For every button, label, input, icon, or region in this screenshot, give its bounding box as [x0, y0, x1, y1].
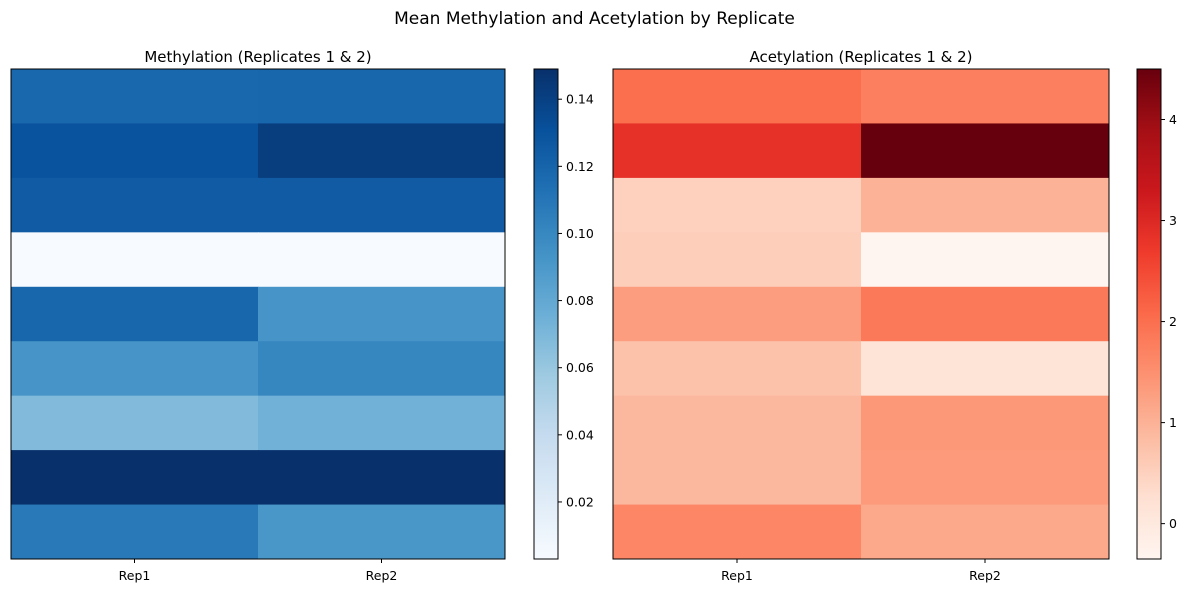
methylation-cell-r8-c1	[258, 504, 506, 560]
acetylation-colorbar-ticks: 0 1 2 3 4	[1161, 112, 1177, 531]
acetylation-cell-r2-c1	[861, 177, 1110, 233]
methylation-colorbar-tick-label: 0.08	[566, 293, 594, 308]
acetylation-panel: Acetylation (Replicates 1 & 2) Rep1 Rep2	[612, 48, 1110, 583]
acetylation-cell-r2-c0	[613, 177, 862, 233]
acetylation-colorbar-tick-label: 4	[1169, 112, 1177, 127]
methylation-cell-r6-c1	[258, 395, 506, 451]
methylation-title: Methylation (Replicates 1 & 2)	[144, 48, 371, 66]
acetylation-colorbar: 0 1 2 3 4	[1136, 68, 1177, 560]
acetylation-colorbar-tick-label: 0	[1169, 516, 1177, 531]
acetylation-cell-r7-c1	[861, 450, 1110, 506]
methylation-frame	[10, 68, 506, 560]
methylation-cell-r6-c0	[11, 395, 259, 451]
acetylation-cell-r3-c0	[613, 232, 862, 288]
acetylation-cell-r5-c0	[613, 341, 862, 397]
methylation-cell-r7-c0	[11, 450, 259, 506]
methylation-cell-r8-c0	[11, 504, 259, 560]
acetylation-colorbar-tick-label: 1	[1169, 415, 1177, 430]
acetylation-cell-r0-c0	[613, 69, 862, 124]
methylation-cell-r5-c1	[258, 341, 506, 397]
methylation-cell-r7-c1	[258, 450, 506, 506]
methylation-x-axis: Rep1 Rep2	[119, 559, 398, 583]
acetylation-x-axis: Rep1 Rep2	[721, 559, 1001, 583]
methylation-cell-r3-c1	[258, 232, 506, 288]
methylation-cell-r4-c0	[11, 286, 259, 342]
methylation-colorbar-gradient	[534, 69, 558, 559]
acetylation-cell-r1-c0	[613, 123, 862, 179]
methylation-colorbar-tick-label: 0.12	[566, 159, 594, 174]
methylation-colorbar-tick-label: 0.04	[566, 427, 594, 442]
acetylation-cell-r3-c1	[861, 232, 1110, 288]
methylation-cell-r1-c0	[11, 123, 259, 179]
methylation-xtick-label: Rep1	[119, 568, 151, 583]
acetylation-cell-r4-c1	[861, 286, 1110, 342]
methylation-colorbar-tick-label: 0.02	[566, 494, 594, 509]
methylation-panel: Methylation (Replicates 1 & 2) Rep1 Rep2	[10, 48, 506, 583]
acetylation-cell-r0-c1	[861, 69, 1110, 124]
methylation-cells	[11, 69, 506, 560]
acetylation-cell-r7-c0	[613, 450, 862, 506]
acetylation-colorbar-gradient	[1137, 69, 1161, 559]
acetylation-cells	[613, 69, 1110, 560]
figure-title: Mean Methylation and Acetylation by Repl…	[394, 9, 795, 29]
methylation-cell-r2-c1	[258, 177, 506, 233]
methylation-colorbar-tick-label: 0.14	[566, 92, 594, 107]
acetylation-cell-r5-c1	[861, 341, 1110, 397]
acetylation-cell-r8-c1	[861, 504, 1110, 560]
methylation-colorbar-tick-label: 0.06	[566, 360, 594, 375]
methylation-cell-r4-c1	[258, 286, 506, 342]
acetylation-frame	[612, 68, 1110, 560]
methylation-cell-r2-c0	[11, 177, 259, 233]
acetylation-cell-r6-c0	[613, 395, 862, 451]
acetylation-colorbar-frame	[1136, 68, 1162, 560]
methylation-colorbar: 0.02 0.04 0.06 0.08 0.10 0.12 0.14	[533, 68, 594, 560]
acetylation-cell-r1-c1	[861, 123, 1110, 179]
methylation-cell-r3-c0	[11, 232, 259, 288]
methylation-cell-r1-c1	[258, 123, 506, 179]
acetylation-cell-r6-c1	[861, 395, 1110, 451]
methylation-cell-r0-c0	[11, 69, 259, 124]
methylation-colorbar-frame	[533, 68, 559, 560]
methylation-cell-r0-c1	[258, 69, 506, 124]
acetylation-colorbar-tick-label: 3	[1169, 213, 1177, 228]
methylation-colorbar-tick-label: 0.10	[566, 226, 594, 241]
acetylation-cell-r8-c0	[613, 504, 862, 560]
methylation-cell-r5-c0	[11, 341, 259, 397]
acetylation-colorbar-tick-label: 2	[1169, 314, 1177, 329]
acetylation-title: Acetylation (Replicates 1 & 2)	[749, 48, 972, 66]
methylation-colorbar-ticks: 0.02 0.04 0.06 0.08 0.10 0.12 0.14	[558, 92, 594, 509]
acetylation-xtick-label: Rep2	[969, 568, 1001, 583]
acetylation-cell-r4-c0	[613, 286, 862, 342]
acetylation-xtick-label: Rep1	[721, 568, 753, 583]
methylation-xtick-label: Rep2	[366, 568, 398, 583]
